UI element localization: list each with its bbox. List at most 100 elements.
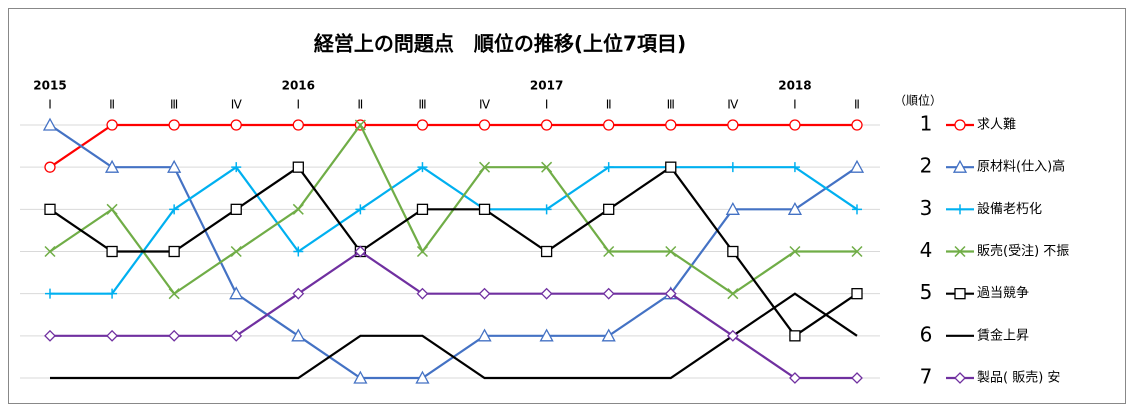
series-line bbox=[50, 165, 858, 295]
year-label: 2015 bbox=[33, 79, 66, 93]
marker bbox=[789, 162, 800, 173]
marker bbox=[541, 204, 552, 215]
x-tick-label: Ⅲ bbox=[667, 98, 675, 112]
marker bbox=[851, 288, 863, 300]
chart-title: 経営上の問題点 順位の推移(上位7項目) bbox=[314, 32, 686, 56]
marker bbox=[354, 245, 367, 258]
marker bbox=[415, 370, 430, 384]
marker bbox=[603, 203, 615, 215]
marker bbox=[665, 161, 677, 173]
marker bbox=[478, 203, 491, 215]
marker bbox=[541, 161, 553, 173]
marker bbox=[44, 329, 56, 342]
marker bbox=[727, 245, 739, 258]
marker bbox=[167, 159, 182, 173]
marker bbox=[789, 372, 801, 384]
marker bbox=[230, 329, 243, 342]
marker bbox=[603, 245, 615, 258]
legend-label: 製品( 販売) 安 bbox=[977, 370, 1060, 386]
marker bbox=[954, 119, 966, 131]
year-label: 2018 bbox=[778, 79, 811, 93]
marker bbox=[664, 287, 677, 300]
marker bbox=[665, 245, 677, 258]
marker bbox=[168, 329, 181, 342]
marker bbox=[851, 119, 863, 131]
x-tick-label: Ⅲ bbox=[170, 98, 178, 112]
marker bbox=[477, 328, 492, 342]
marker bbox=[416, 287, 429, 300]
legend-label: 賃金上昇 bbox=[977, 327, 1029, 343]
marker bbox=[479, 161, 491, 173]
marker bbox=[727, 288, 739, 300]
y-tick-label: 3 bbox=[920, 196, 933, 220]
marker bbox=[851, 245, 863, 258]
legend-label: 原材料(仕入)高 bbox=[977, 159, 1065, 175]
marker bbox=[354, 119, 366, 131]
marker bbox=[849, 159, 865, 173]
x-tick-label: Ⅱ bbox=[109, 98, 115, 112]
marker bbox=[42, 117, 58, 131]
marker bbox=[851, 372, 863, 384]
y-tick-label: 7 bbox=[920, 365, 933, 389]
marker bbox=[954, 245, 966, 258]
marker bbox=[478, 119, 491, 131]
marker bbox=[106, 119, 118, 131]
marker bbox=[478, 287, 491, 300]
marker bbox=[852, 204, 862, 215]
marker bbox=[292, 161, 304, 173]
x-tick-label: Ⅱ bbox=[606, 98, 612, 112]
marker bbox=[727, 119, 739, 131]
marker bbox=[293, 246, 304, 257]
marker bbox=[168, 288, 180, 300]
year-label: 2017 bbox=[530, 79, 563, 93]
marker bbox=[602, 287, 615, 300]
y-tick-label: 2 bbox=[920, 154, 933, 178]
x-tick-label: Ⅰ bbox=[793, 98, 797, 112]
marker bbox=[539, 328, 554, 342]
marker bbox=[355, 204, 366, 215]
marker bbox=[353, 370, 368, 384]
series-line bbox=[49, 165, 858, 338]
x-tick-label: Ⅳ bbox=[479, 98, 490, 112]
marker bbox=[44, 161, 56, 173]
x-tick-label: Ⅱ bbox=[854, 98, 860, 112]
marker bbox=[603, 162, 614, 173]
marker bbox=[601, 328, 616, 342]
y-tick-label: 6 bbox=[920, 322, 933, 346]
marker bbox=[230, 245, 242, 258]
x-tick-label: Ⅳ bbox=[727, 98, 738, 112]
marker bbox=[168, 119, 180, 131]
marker bbox=[291, 328, 306, 342]
x-tick-label: Ⅰ bbox=[297, 98, 301, 112]
marker bbox=[726, 329, 739, 342]
x-tick-label: Ⅲ bbox=[418, 98, 426, 112]
legend-label: 設備老朽化 bbox=[977, 201, 1042, 217]
marker bbox=[106, 203, 118, 215]
marker bbox=[292, 203, 304, 215]
marker bbox=[230, 119, 242, 131]
year-label: 2016 bbox=[282, 79, 315, 93]
legend-label: 過当競争 bbox=[977, 286, 1029, 301]
y-tick-label: 5 bbox=[920, 280, 933, 304]
marker bbox=[789, 119, 801, 131]
marker bbox=[292, 287, 305, 300]
x-tick-label: Ⅰ bbox=[48, 98, 52, 112]
marker bbox=[954, 288, 966, 300]
marker bbox=[952, 159, 968, 173]
marker bbox=[231, 162, 242, 173]
marker bbox=[789, 330, 801, 342]
marker bbox=[416, 119, 429, 131]
marker bbox=[540, 119, 553, 131]
marker bbox=[954, 372, 966, 384]
marker bbox=[540, 287, 553, 300]
marker bbox=[169, 204, 180, 215]
y-tick-label: 1 bbox=[920, 112, 933, 136]
marker bbox=[416, 245, 428, 258]
x-tick-label: Ⅰ bbox=[545, 98, 549, 112]
marker bbox=[106, 245, 118, 258]
x-tick-label: Ⅳ bbox=[231, 98, 242, 112]
marker bbox=[725, 201, 740, 215]
marker bbox=[955, 204, 965, 215]
marker bbox=[787, 201, 803, 215]
